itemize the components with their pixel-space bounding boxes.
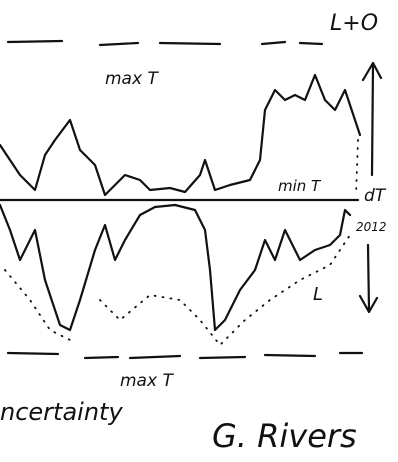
- label-top: max T: [105, 69, 159, 89]
- lower-curve: [0, 203, 352, 332]
- down-arrow: [358, 243, 379, 314]
- label-low: L: [313, 284, 323, 305]
- label-year: 2012: [356, 220, 387, 234]
- label-delta: dT: [364, 186, 387, 206]
- upper-dots: [355, 139, 359, 196]
- top-dashes: [6, 39, 324, 47]
- up-arrow: [361, 61, 383, 177]
- footer-right: G. Rivers: [212, 417, 357, 455]
- corner-label: L+O: [330, 11, 378, 36]
- label-bottom: max T: [120, 371, 174, 391]
- bottom-dashes: [6, 351, 364, 360]
- footer-left: ncertainty: [0, 398, 123, 426]
- upper-curve: [0, 73, 362, 197]
- lower-dots: [4, 234, 351, 347]
- label-middle: min T: [278, 177, 322, 195]
